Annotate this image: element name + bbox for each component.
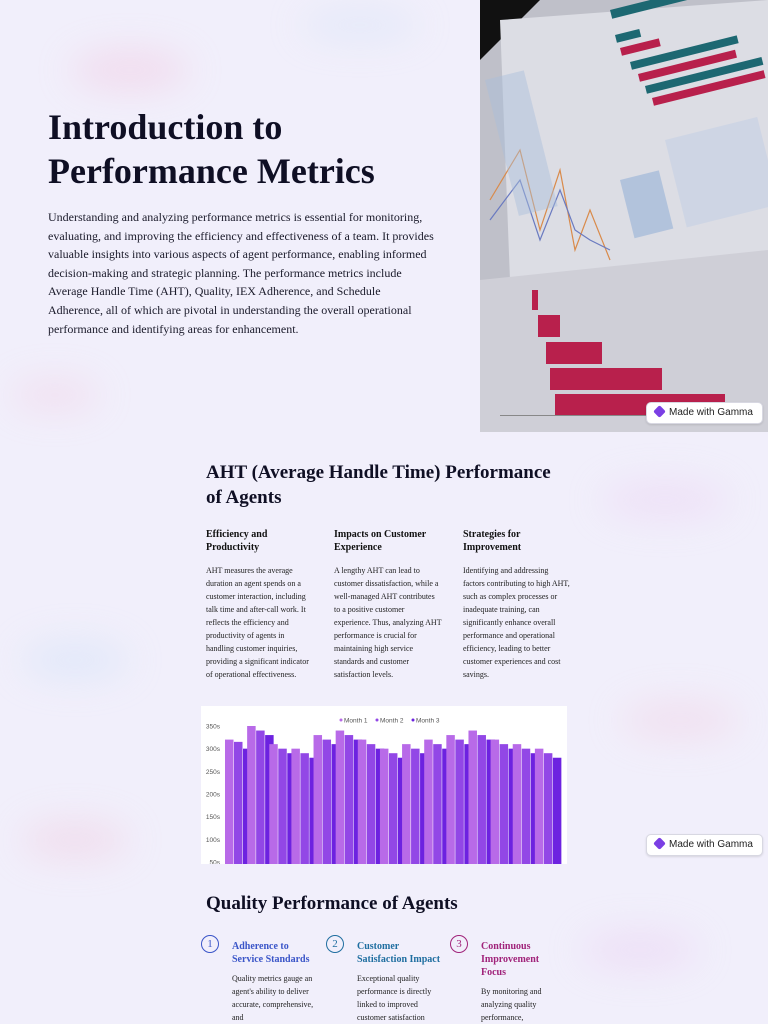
y-tick-label: 200s — [206, 792, 221, 799]
chart-bar — [256, 730, 265, 864]
quality-item-heading-1: Adherence to Service Standards — [232, 941, 310, 965]
badge-label: Made with Gamma — [669, 839, 753, 850]
aht-column-strategies: Strategies for Improvement Identifying a… — [463, 528, 571, 681]
dashboard-photo — [480, 0, 768, 432]
badge-label: Made with Gamma — [669, 407, 753, 418]
chart-bar — [477, 735, 486, 864]
chart-bar — [388, 753, 398, 864]
aht-column-customer-experience: Impacts on Customer Experience A lengthy… — [334, 528, 442, 681]
quality-item-heading-2: Customer Satisfaction Impact — [357, 941, 441, 965]
chart-bar — [446, 735, 455, 864]
chart-bar — [411, 748, 420, 864]
step-number-3: 3 — [450, 935, 468, 953]
chart-bar — [534, 748, 544, 864]
chart-bar — [357, 739, 367, 864]
chart-bar — [543, 753, 553, 864]
step-number-2: 2 — [326, 935, 344, 953]
chart-bar — [424, 739, 433, 864]
y-tick-label: 300s — [206, 746, 221, 753]
quality-title: Quality Performance of Agents — [206, 893, 458, 914]
chart-bar — [247, 726, 256, 864]
legend-marker — [339, 718, 343, 722]
title-line-1: Introduction to — [48, 107, 283, 147]
intro-slide: Introduction to Performance Metrics Unde… — [0, 0, 768, 432]
chart-bar — [499, 744, 509, 864]
chart-bar — [291, 748, 300, 864]
chart-bar — [300, 753, 309, 864]
aht-title: AHT (Average Handle Time) Performance of… — [206, 462, 551, 508]
y-tick-label: 250s — [206, 769, 221, 776]
legend-marker — [375, 718, 379, 722]
chart-bar — [402, 744, 411, 864]
column-heading: Strategies for Improvement — [463, 529, 522, 553]
column-text: A lengthy AHT can lead to customer dissa… — [334, 566, 442, 679]
quality-item-text-2: Exceptional quality performance is direc… — [357, 974, 432, 1022]
background-blob — [70, 50, 190, 90]
chart-bar — [512, 744, 522, 864]
column-text: AHT measures the average duration an age… — [206, 566, 309, 679]
chart-bar — [379, 748, 389, 864]
background-blob — [600, 480, 730, 520]
chart-bar — [455, 739, 464, 864]
aht-column-efficiency: Efficiency and Productivity AHT measures… — [206, 528, 314, 681]
quality-item-text-1: Quality metrics gauge an agent's ability… — [232, 974, 314, 1022]
page-title: Introduction to Performance Metrics — [48, 105, 448, 193]
dashboard-photo-illustration — [480, 0, 768, 432]
chart-bar — [521, 748, 531, 864]
chart-bar — [225, 739, 234, 864]
legend-entry: Month 1 — [344, 718, 368, 725]
legend-entry: Month 2 — [380, 718, 404, 725]
chart-bar — [278, 748, 287, 864]
step-number-1: 1 — [201, 935, 219, 953]
chart-bar — [468, 730, 477, 864]
y-tick-label: 350s — [206, 724, 221, 731]
column-text: Identifying and addressing factors contr… — [463, 566, 570, 679]
chart-bar — [344, 735, 354, 864]
chart-bar — [313, 735, 323, 864]
gamma-logo-icon — [653, 837, 666, 850]
chart-bar — [490, 739, 500, 864]
chart-bar — [552, 757, 562, 864]
chart-bar — [433, 744, 442, 864]
chart-bar — [366, 744, 376, 864]
chart-bar — [234, 741, 243, 864]
background-blob — [300, 10, 420, 40]
y-tick-label: 50s — [210, 860, 221, 865]
made-with-gamma-badge[interactable]: Made with Gamma — [646, 402, 763, 424]
column-heading: Impacts on Customer Experience — [334, 529, 427, 553]
aht-bar-chart: 50s 100s 150s 200s 250s 300s 350s Month 1 Month … — [201, 706, 567, 864]
chart-bar — [322, 739, 332, 864]
chart-bar — [269, 744, 278, 864]
made-with-gamma-badge[interactable]: Made with Gamma — [646, 834, 763, 856]
column-heading: Efficiency and Productivity — [206, 529, 268, 553]
quality-item-text-3: By monitoring and analyzing quality perf… — [481, 987, 542, 1022]
chart-bar — [335, 730, 345, 864]
background-blob — [20, 820, 130, 860]
title-line-2: Performance Metrics — [48, 151, 375, 191]
y-tick-label: 100s — [206, 837, 221, 844]
background-blob — [20, 640, 130, 680]
background-blob — [580, 930, 700, 970]
legend-entry: Month 3 — [416, 718, 440, 725]
aht-chart-svg: 50s 100s 150s 200s 250s 300s 350s Month 1 Month … — [206, 718, 562, 865]
quality-item-heading-3: Continuous Improvement Focus — [481, 941, 540, 978]
intro-paragraph: Understanding and analyzing performance … — [48, 210, 434, 336]
background-blob — [10, 380, 100, 410]
gamma-logo-icon — [653, 405, 666, 418]
background-blob — [620, 700, 740, 740]
legend-marker — [411, 718, 415, 722]
y-tick-label: 150s — [206, 814, 221, 821]
